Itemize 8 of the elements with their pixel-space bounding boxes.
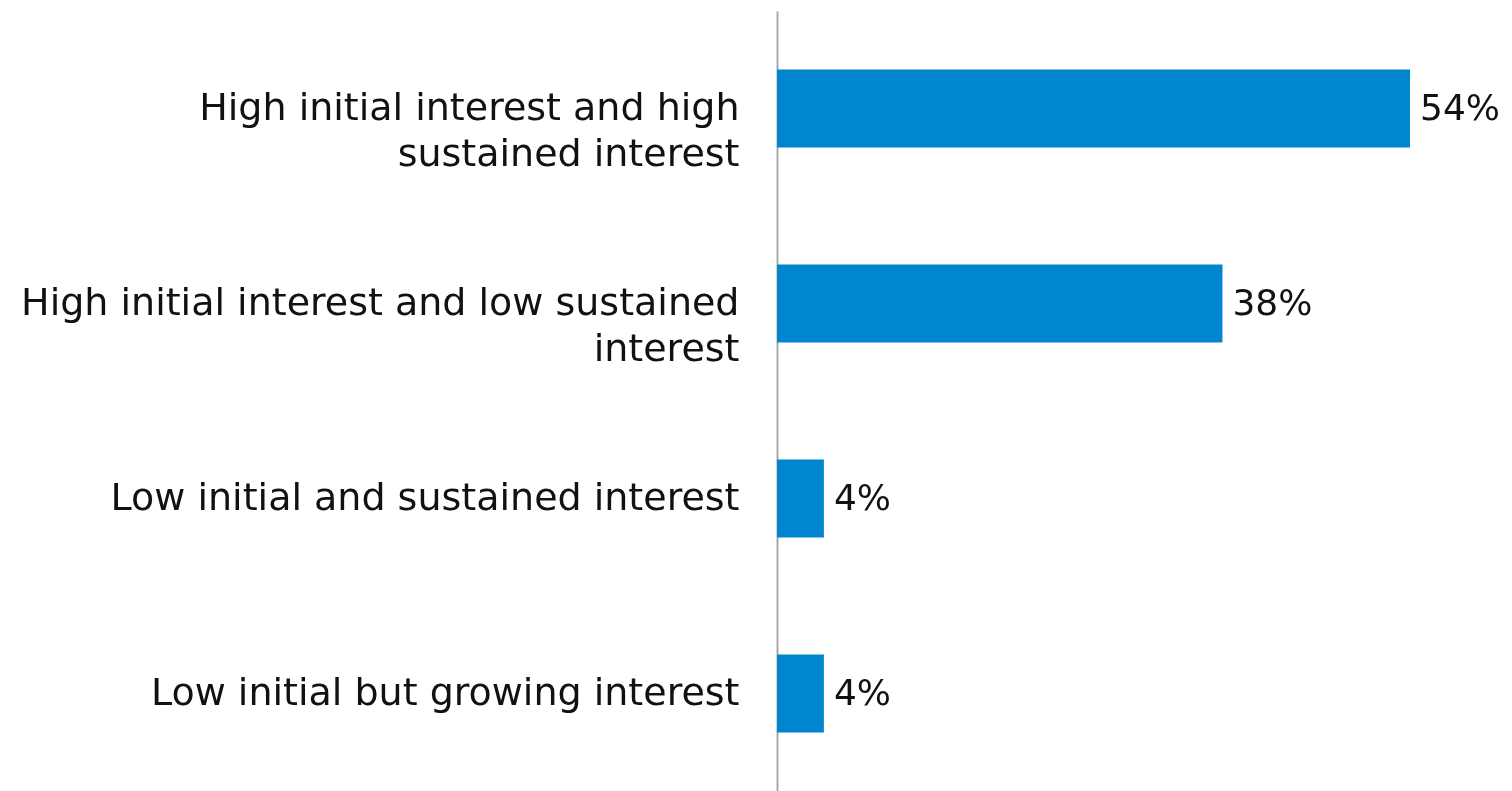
y-tick-label: High initial interest and low sustained interest [21, 279, 740, 370]
y-tick-label: High initial interest and high sustained interest [199, 84, 740, 175]
data-label: 54% [1420, 86, 1501, 128]
data-label: 4% [833, 671, 892, 713]
data-label: 4% [833, 476, 892, 518]
data-label: 38% [1232, 281, 1313, 323]
y-tick-label: Low initial and sustained interest [110, 474, 740, 519]
y-tick-label: Low initial but growing interest [150, 669, 740, 714]
